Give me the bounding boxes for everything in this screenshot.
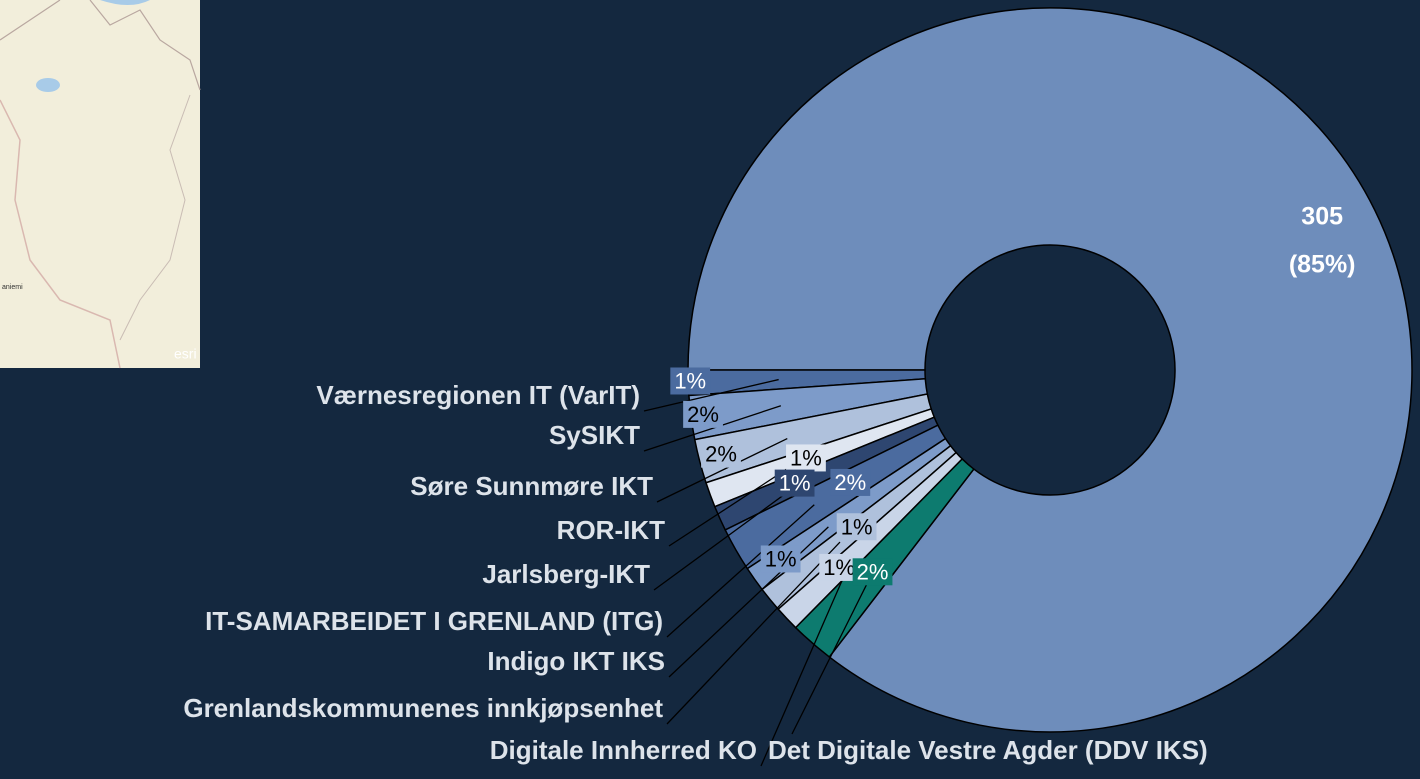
category-label: ROR-IKT <box>557 515 665 545</box>
data-label: 305 <box>1301 202 1343 230</box>
data-label: 2% <box>705 442 737 467</box>
category-label: IT-SAMARBEIDET I GRENLAND (ITG) <box>205 606 663 636</box>
data-label-box: 1% <box>670 367 710 394</box>
data-label: 1% <box>779 471 811 496</box>
data-label-box: 2% <box>701 441 741 468</box>
map-label: aniemi <box>2 284 23 291</box>
data-label-box: 1% <box>837 513 877 540</box>
category-label: Det Digitale Vestre Agder (DDV IKS) <box>768 735 1208 765</box>
data-label: 2% <box>857 559 889 584</box>
data-label: 2% <box>834 470 866 495</box>
map-attribution: esri <box>174 346 197 362</box>
data-label: (85%) <box>1289 250 1356 278</box>
data-label: 1% <box>841 514 873 539</box>
category-label: Søre Sunnmøre IKT <box>410 471 653 501</box>
category-label: SySIKT <box>549 420 640 450</box>
data-label: 1% <box>790 445 822 470</box>
data-label-box: 2% <box>830 469 870 496</box>
data-label: 1% <box>765 546 797 571</box>
data-label-box: 1% <box>775 470 815 497</box>
category-label: Digitale Innherred KO <box>490 735 757 765</box>
data-label-box: 1% <box>761 545 801 572</box>
map-tile <box>0 0 200 368</box>
map: aniemi esri <box>0 0 200 368</box>
data-label: 2% <box>687 402 719 427</box>
category-label: Indigo IKT IKS <box>487 646 665 676</box>
data-label: 1% <box>823 555 855 580</box>
page: aniemi esri 305 (85%) Værnesregionen IT (V… <box>0 0 1420 779</box>
data-label-box: 1% <box>786 444 826 471</box>
chart: aniemi esri 305 (85%) Værnesregionen IT (V… <box>0 0 1420 779</box>
map-lake <box>36 78 60 92</box>
data-label: 1% <box>674 368 706 393</box>
data-label-box: 2% <box>853 558 893 585</box>
category-label: Jarlsberg-IKT <box>482 559 650 589</box>
category-label: Værnesregionen IT (VarIT) <box>316 380 640 410</box>
category-label: Grenlandskommunenes innkjøpsenhet <box>183 693 663 723</box>
data-label-box: 2% <box>683 401 723 428</box>
